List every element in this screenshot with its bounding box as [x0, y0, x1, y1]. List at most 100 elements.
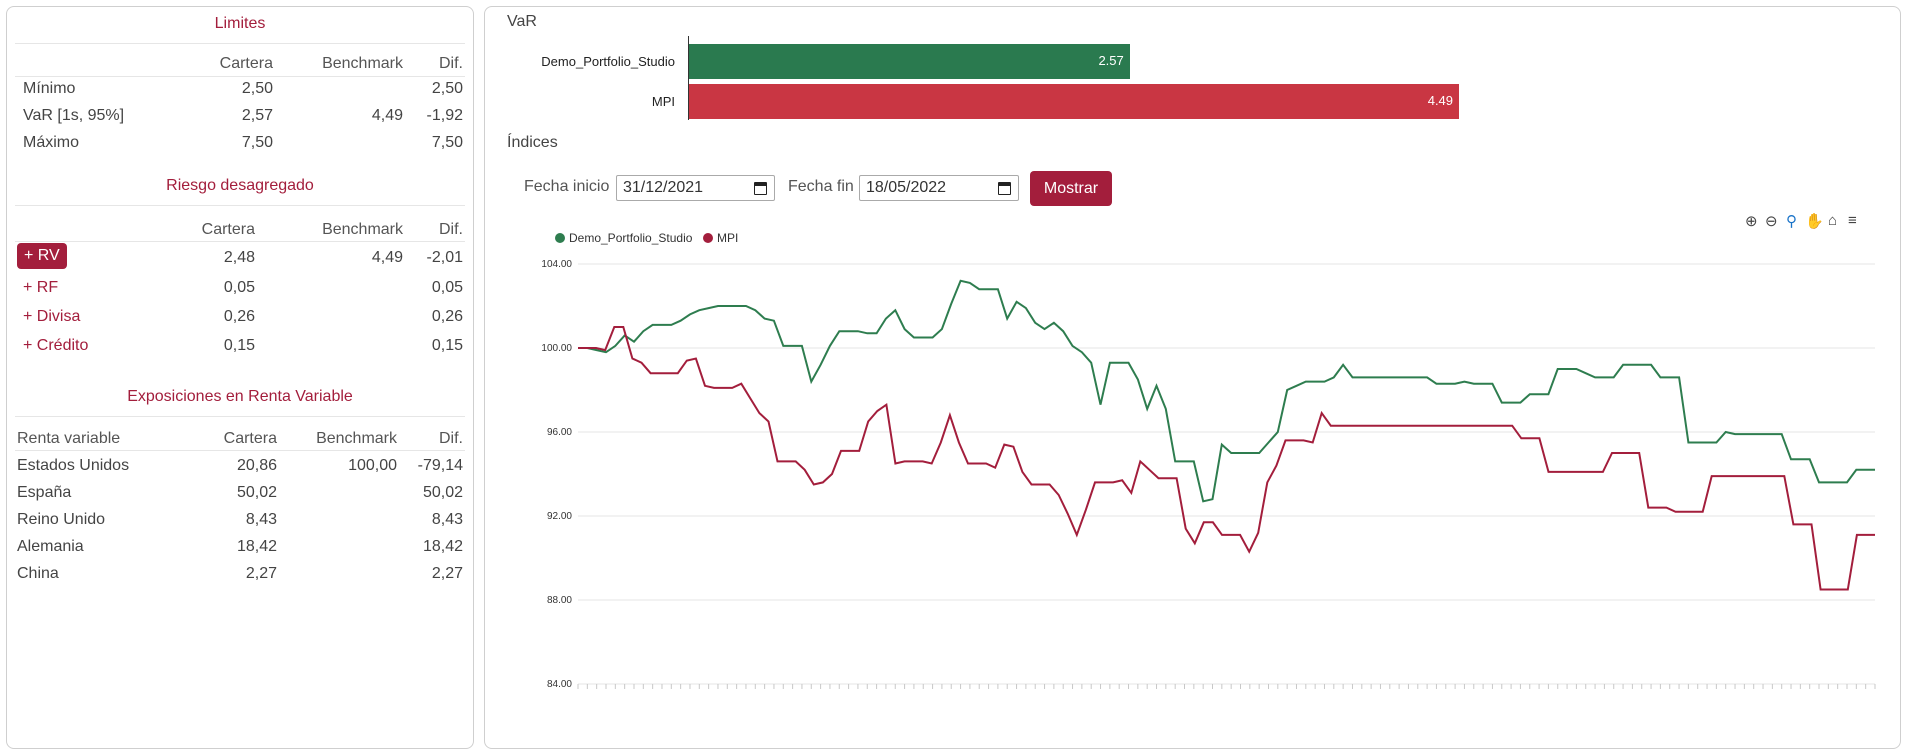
limits-header-dif: Dif.	[439, 55, 463, 72]
y-tick-label: 96.00	[547, 427, 572, 438]
exposure-dif: 50,02	[422, 484, 463, 501]
exposure-row: China 2,27 2,27	[7, 561, 473, 587]
start-date-input[interactable]: 31/12/2021	[616, 175, 775, 201]
limits-row-label: Máximo	[23, 134, 80, 151]
exposures-header-dif: Dif.	[439, 430, 463, 447]
risk-row-cartera: 0,26	[223, 308, 255, 325]
var-bar-portfolio: 2.57	[689, 44, 1130, 79]
risk-row-dif: 0,05	[431, 279, 463, 296]
var-bar-value: 4.49	[1427, 93, 1454, 108]
divisa-toggle-link[interactable]: + Divisa	[23, 308, 81, 325]
rv-toggle-button[interactable]: + RV	[17, 243, 67, 269]
risk-title: Riesgo desagregado	[166, 177, 314, 194]
var-bar-value: 2.57	[1098, 53, 1124, 68]
exposures-header-benchmark: Benchmark	[316, 430, 397, 447]
exposure-country: España	[17, 484, 72, 501]
end-date-input[interactable]: 18/05/2022	[859, 175, 1019, 201]
y-tick-label: 92.00	[547, 511, 572, 522]
calendar-icon[interactable]	[998, 182, 1011, 195]
exposure-cartera: 2,27	[245, 565, 277, 582]
limits-row-cartera: 2,50	[241, 80, 273, 97]
var-axis-line	[688, 36, 689, 120]
exposures-title: Exposiciones en Renta Variable	[127, 388, 353, 405]
exposure-dif: 8,43	[431, 511, 463, 528]
risk-header-row: Cartera Benchmark Dif.	[7, 217, 473, 243]
y-tick-label: 104.00	[541, 259, 572, 270]
zoom-selection-icon[interactable]: ⚲	[1786, 213, 1797, 230]
zoom-in-icon[interactable]: ⊕	[1745, 213, 1758, 230]
risk-row-rf: + RF 0,05 0,05	[7, 275, 473, 301]
limits-row-cartera: 7,50	[241, 134, 273, 151]
risk-summary-panel: Limites Cartera Benchmark Dif. Mínimo 2,…	[6, 6, 474, 749]
show-button[interactable]: Mostrar	[1030, 171, 1112, 206]
exposures-header-renta: Renta variable	[17, 430, 121, 447]
limits-row-label: Mínimo	[23, 80, 76, 97]
pan-icon[interactable]: ✋	[1805, 213, 1824, 230]
risk-row-credito: + Crédito 0,15 0,15	[7, 333, 473, 359]
calendar-icon[interactable]	[754, 182, 767, 195]
exposure-cartera: 20,86	[236, 457, 277, 474]
zoom-out-icon[interactable]: ⊖	[1765, 213, 1778, 230]
exposure-row: España 50,02 50,02	[7, 480, 473, 506]
legend-marker-benchmark	[703, 233, 713, 243]
var-bar-label: MPI	[651, 94, 675, 109]
limits-row: Mínimo 2,50 2,50	[7, 76, 473, 102]
exposure-row: Reino Unido 8,43 8,43	[7, 507, 473, 533]
indices-line-chart: Demo_Portfolio_Studio MPI 104.00 100.00 96…	[541, 231, 1876, 690]
exposure-dif: 2,27	[431, 565, 463, 582]
risk-row-benchmark: 4,49	[371, 249, 403, 266]
exposure-country: China	[17, 565, 59, 582]
exposure-country: Alemania	[17, 538, 84, 555]
limits-row-dif: 7,50	[431, 134, 463, 151]
end-date-label: Fecha fin	[788, 178, 854, 195]
indices-title: Índices	[507, 134, 558, 151]
risk-row-cartera: 2,48	[223, 249, 255, 266]
risk-row-dif: -2,01	[426, 249, 463, 266]
risk-row-cartera: 0,05	[223, 279, 255, 296]
limits-header-cartera: Cartera	[219, 55, 273, 72]
y-tick-label: 88.00	[547, 595, 572, 606]
chart-legend: Demo_Portfolio_Studio MPI	[555, 231, 738, 245]
risk-row-dif: 0,26	[431, 308, 463, 325]
legend-label-benchmark: MPI	[717, 231, 738, 245]
divider	[15, 43, 465, 44]
exposure-dif: -79,14	[417, 457, 463, 474]
end-date-value: 18/05/2022	[866, 179, 947, 196]
var-bar-label: Demo_Portfolio_Studio	[541, 54, 675, 69]
limits-title: Limites	[214, 15, 266, 32]
legend-marker-portfolio	[555, 233, 565, 243]
limits-row-benchmark: 4,49	[371, 107, 403, 124]
limits-row-label: VaR [1s, 95%]	[23, 107, 125, 124]
limits-row-dif: -1,92	[426, 107, 463, 124]
exposure-row: Estados Unidos 20,86 100,00 -79,14	[7, 453, 473, 479]
exposure-benchmark: 100,00	[348, 457, 397, 474]
start-date-value: 31/12/2021	[623, 179, 704, 196]
var-bar-benchmark: 4.49	[689, 84, 1460, 119]
risk-row-rv: + RV 2,48 4,49 -2,01	[7, 243, 473, 271]
risk-row-cartera: 0,15	[223, 337, 255, 354]
divider	[15, 450, 465, 451]
exposure-country: Reino Unido	[17, 511, 106, 528]
exposure-row: Alemania 18,42 18,42	[7, 534, 473, 560]
limits-row: VaR [1s, 95%] 2,57 4,49 -1,92	[7, 103, 473, 129]
legend-label-portfolio: Demo_Portfolio_Studio	[569, 231, 693, 245]
rf-toggle-link[interactable]: + RF	[23, 279, 59, 296]
y-tick-label: 84.00	[547, 679, 572, 690]
risk-header-benchmark: Benchmark	[322, 221, 403, 238]
exposure-cartera: 50,02	[236, 484, 277, 501]
exposures-header-cartera: Cartera	[223, 430, 277, 447]
home-icon[interactable]: ⌂	[1828, 212, 1838, 229]
limits-row: Máximo 7,50 7,50	[7, 130, 473, 156]
var-title: VaR	[507, 13, 537, 30]
menu-icon[interactable]: ≡	[1848, 212, 1857, 229]
limits-header-benchmark: Benchmark	[322, 55, 403, 72]
credito-toggle-link[interactable]: + Crédito	[23, 337, 89, 354]
exposure-country: Estados Unidos	[17, 457, 130, 474]
limits-row-dif: 2,50	[431, 80, 463, 97]
divider	[15, 76, 465, 77]
risk-header-cartera: Cartera	[201, 221, 255, 238]
exposure-dif: 18,42	[422, 538, 463, 555]
exposure-cartera: 8,43	[245, 511, 277, 528]
divider	[15, 416, 465, 417]
exposures-header-row: Renta variable Cartera Benchmark Dif.	[7, 426, 473, 452]
